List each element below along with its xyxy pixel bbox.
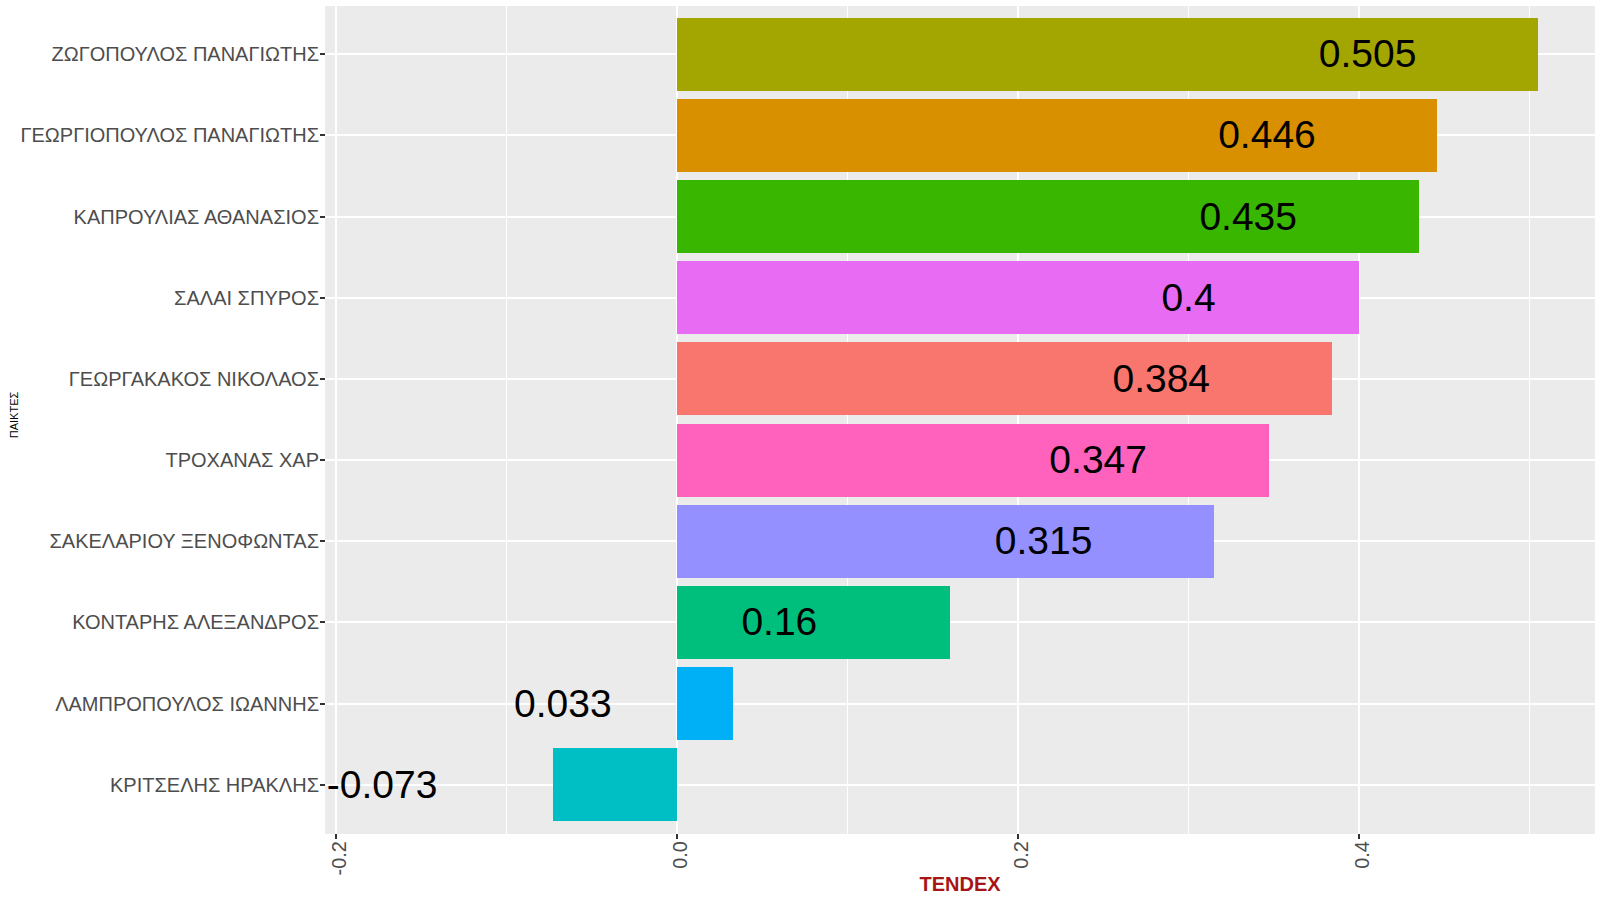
y-axis-label: ΚΡΙΤΣΕΛΗΣ ΗΡΑΚΛΗΣ [0,773,319,796]
y-axis-label: ΖΩΓΟΠΟΥΛΟΣ ΠΑΝΑΓΙΩΤΗΣ [0,43,319,66]
bar [677,261,1359,334]
y-axis-label: ΛΑΜΠΡΟΠΟΥΛΟΣ ΙΩΑΝΝΗΣ [0,692,319,715]
x-tick-label: 0.4 [1352,841,1372,869]
y-axis-label: ΤΡΟΧΑΝΑΣ ΧΑΡ [0,449,319,472]
x-tick-label: -0.2 [329,841,349,875]
x-tick-label-box: 0.4 [1352,841,1380,862]
tendex-bar-chart: ΠΑΙΚΤΕΣ TENDEX 0.5050.446 0.435 0.4 0.384 0.… [0,0,1600,900]
bar-value-label: 0.446 [1218,113,1316,157]
x-tick-label-box: 0.0 [670,841,698,862]
bar [677,180,1419,253]
y-tick-mark [320,784,325,786]
y-tick-mark [320,540,325,542]
y-tick-mark [320,703,325,705]
bar-value-label: 0.347 [1049,438,1147,482]
y-axis-label: ΣΑΚΕΛΑΡΙΟΥ ΞΕΝΟΦΩΝΤΑΣ [0,530,319,553]
y-major-gridline [325,784,1595,786]
x-tick-mark [676,834,678,839]
x-major-gridline [335,6,337,834]
y-tick-mark [320,53,325,55]
y-tick-mark [320,459,325,461]
bar [677,667,733,740]
bar-value-label: 0.4 [1161,276,1215,320]
x-minor-gridline [506,6,507,834]
bar-value-label: 0.505 [1319,32,1417,76]
x-tick-label: 0.0 [670,841,690,869]
y-axis-label: ΓΕΩΡΓΙΟΠΟΥΛΟΣ ΠΑΝΑΓΙΩΤΗΣ [0,124,319,147]
y-tick-mark [320,134,325,136]
bar [677,99,1437,172]
x-tick-label-box: -0.2 [329,841,363,862]
x-tick-mark [1017,834,1019,839]
bar [553,748,677,821]
bar-value-label: 0.315 [995,519,1093,563]
bar-value-label: 0.033 [514,682,612,726]
y-tick-mark [320,297,325,299]
x-tick-mark [1358,834,1360,839]
bar [677,424,1269,497]
bar-value-label: 0.384 [1112,357,1210,401]
y-major-gridline [325,621,1595,623]
x-tick-label: 0.2 [1011,841,1031,869]
y-tick-mark [320,216,325,218]
y-tick-mark [320,378,325,380]
bar [677,505,1214,578]
bar-value-label: 0.16 [741,600,817,644]
y-tick-mark [320,621,325,623]
x-tick-mark [335,834,337,839]
y-axis-title: ΠΑΙΚΤΕΣ [9,392,20,439]
x-axis-title: TENDEX [919,873,1000,896]
bar-value-label: 0.435 [1199,195,1297,239]
x-tick-label-box: 0.2 [1011,841,1039,862]
bar [677,342,1332,415]
y-axis-title-box: ΠΑΙΚΤΕΣ [9,410,56,428]
y-axis-label: ΣΑΛΑΙ ΣΠΥΡΟΣ [0,286,319,309]
y-axis-label: ΓΕΩΡΓΑΚΑΚΟΣ ΝΙΚΟΛΑΟΣ [0,367,319,390]
y-axis-label: ΚΟΝΤΑΡΗΣ ΑΛΕΞΑΝΔΡΟΣ [0,611,319,634]
x-minor-gridline [1529,6,1530,834]
bar-value-label: -0.073 [327,763,438,807]
y-axis-label: ΚΑΠΡΟΥΛΙΑΣ ΑΘΑΝΑΣΙΟΣ [0,205,319,228]
